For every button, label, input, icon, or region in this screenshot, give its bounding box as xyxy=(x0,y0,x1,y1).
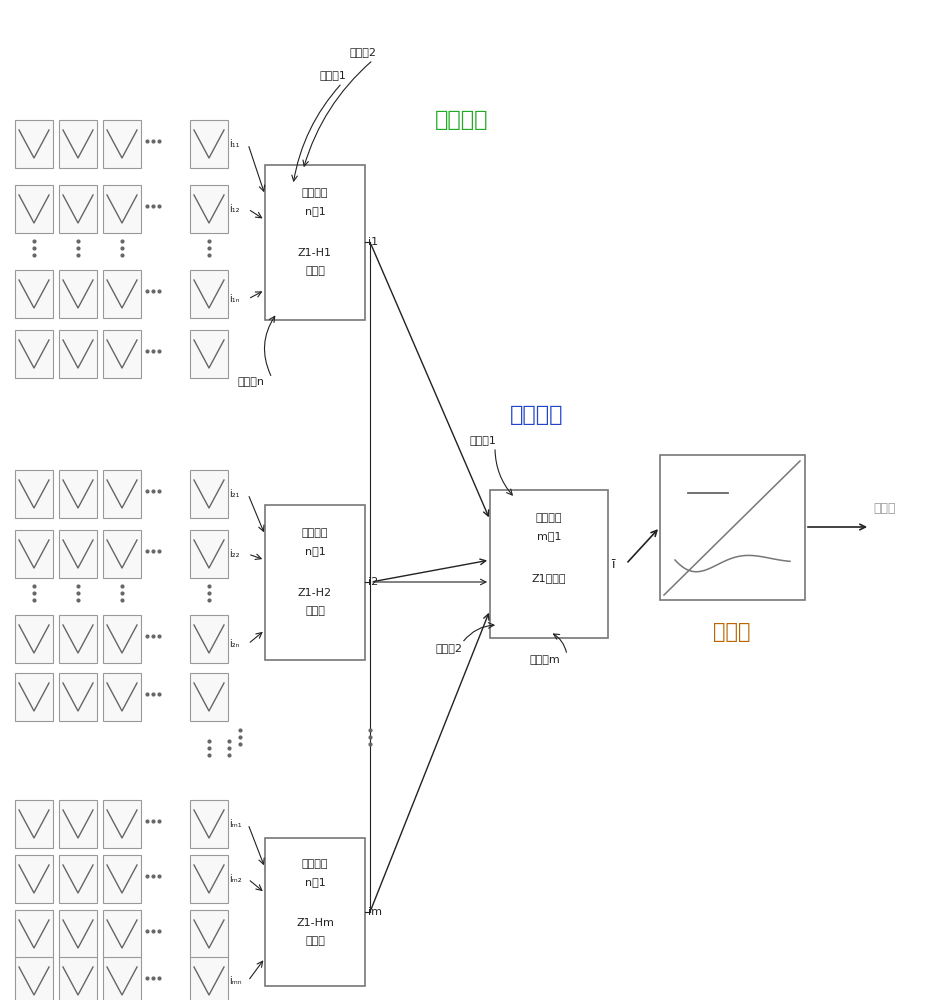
Bar xyxy=(190,120,228,168)
Text: Z1-Hm: Z1-Hm xyxy=(296,918,334,928)
Bar xyxy=(15,530,53,578)
Text: i₂₁: i₂₁ xyxy=(229,489,240,499)
Text: iₘₙ: iₘₙ xyxy=(229,976,242,986)
Text: 一级汇流: 一级汇流 xyxy=(302,528,328,538)
Bar xyxy=(103,615,141,663)
Bar xyxy=(59,470,97,518)
Bar xyxy=(103,470,141,518)
Text: n进1: n进1 xyxy=(305,206,325,216)
Text: Z1-H2: Z1-H2 xyxy=(298,588,332,598)
Bar xyxy=(103,800,141,848)
Bar xyxy=(59,673,97,721)
Bar xyxy=(59,800,97,848)
Bar xyxy=(103,673,141,721)
Text: 一级汇流: 一级汇流 xyxy=(435,110,489,130)
Text: 逆变器: 逆变器 xyxy=(713,622,751,642)
Bar xyxy=(265,505,365,660)
Bar xyxy=(190,910,228,958)
Text: iₘ₁: iₘ₁ xyxy=(229,819,242,829)
Text: 汇流箱: 汇流箱 xyxy=(306,266,325,276)
Text: 汇流箱: 汇流箱 xyxy=(306,606,325,616)
Bar xyxy=(103,330,141,378)
Text: i₁₂: i₁₂ xyxy=(229,204,240,214)
Text: 并网点: 并网点 xyxy=(873,502,896,516)
Bar xyxy=(15,855,53,903)
Bar xyxy=(265,838,365,986)
Text: iₘ₂: iₘ₂ xyxy=(229,874,242,884)
Bar xyxy=(190,800,228,848)
Bar xyxy=(59,615,97,663)
Bar xyxy=(59,330,97,378)
Text: i₂ₙ: i₂ₙ xyxy=(229,639,240,649)
Bar xyxy=(190,185,228,233)
Text: 输入端m: 输入端m xyxy=(530,655,561,665)
Text: 输入端n: 输入端n xyxy=(238,377,265,387)
Text: i2: i2 xyxy=(368,577,378,587)
Text: ī: ī xyxy=(611,558,615,570)
Bar xyxy=(190,470,228,518)
Bar xyxy=(15,673,53,721)
Text: 输入端1: 输入端1 xyxy=(320,70,347,80)
Bar xyxy=(15,910,53,958)
Bar xyxy=(15,185,53,233)
Bar xyxy=(59,530,97,578)
Text: n进1: n进1 xyxy=(305,546,325,556)
Bar xyxy=(103,910,141,958)
Bar xyxy=(59,855,97,903)
Text: im: im xyxy=(368,907,382,917)
Text: Z1-H1: Z1-H1 xyxy=(298,248,332,258)
Text: 汇流箱: 汇流箱 xyxy=(306,936,325,946)
Text: n进1: n进1 xyxy=(305,877,325,887)
Bar xyxy=(190,673,228,721)
Bar xyxy=(190,530,228,578)
Bar xyxy=(103,855,141,903)
Text: m进1: m进1 xyxy=(537,531,561,541)
Bar xyxy=(15,800,53,848)
Text: 输入端2: 输入端2 xyxy=(435,643,462,653)
Bar xyxy=(15,270,53,318)
Bar xyxy=(103,530,141,578)
Bar xyxy=(59,910,97,958)
Bar xyxy=(265,165,365,320)
Bar xyxy=(59,270,97,318)
Bar xyxy=(190,855,228,903)
Bar xyxy=(190,330,228,378)
Bar xyxy=(59,185,97,233)
Bar xyxy=(59,120,97,168)
Text: 二级汇流: 二级汇流 xyxy=(510,405,563,425)
Text: 输入端2: 输入端2 xyxy=(350,47,377,57)
Bar xyxy=(15,470,53,518)
Bar xyxy=(59,957,97,1000)
Text: i₁ₙ: i₁ₙ xyxy=(229,294,240,304)
Bar xyxy=(190,957,228,1000)
Bar xyxy=(660,455,805,600)
Text: 一级汇流: 一级汇流 xyxy=(302,188,328,198)
Bar xyxy=(15,615,53,663)
Text: i1: i1 xyxy=(368,237,378,247)
Bar xyxy=(15,330,53,378)
Text: i₁₁: i₁₁ xyxy=(229,139,240,149)
Bar xyxy=(103,957,141,1000)
Text: 二级汇流: 二级汇流 xyxy=(536,513,562,523)
Bar xyxy=(190,270,228,318)
Text: i₂₂: i₂₂ xyxy=(229,549,240,559)
Bar xyxy=(15,957,53,1000)
Bar xyxy=(15,120,53,168)
Text: 输入端1: 输入端1 xyxy=(470,435,497,445)
Bar xyxy=(103,120,141,168)
Bar xyxy=(103,270,141,318)
Text: 一级汇流: 一级汇流 xyxy=(302,859,328,869)
Bar xyxy=(490,490,608,638)
Text: Z1汇流箱: Z1汇流箱 xyxy=(532,573,566,583)
Bar xyxy=(190,615,228,663)
Bar xyxy=(103,185,141,233)
